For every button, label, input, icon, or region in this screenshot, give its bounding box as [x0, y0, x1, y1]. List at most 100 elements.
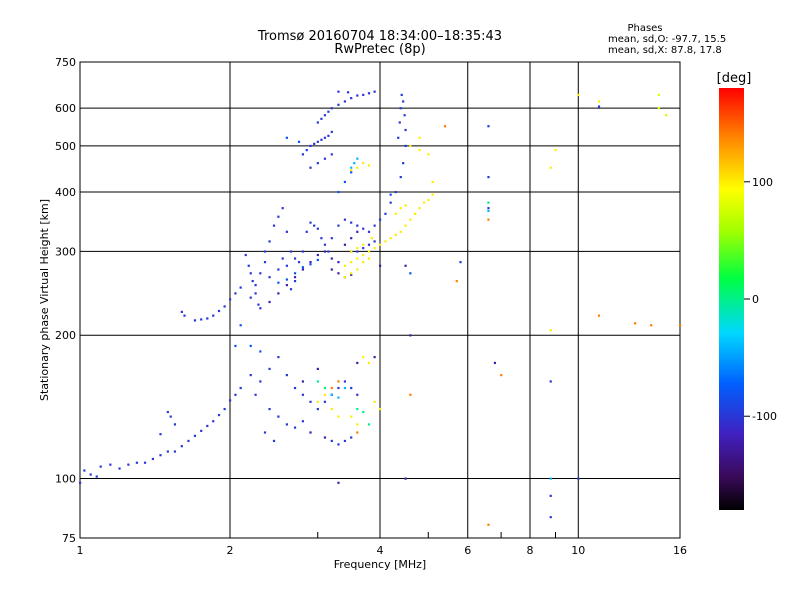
- data-point: [337, 103, 340, 106]
- data-point: [337, 272, 340, 275]
- data-point: [289, 250, 293, 253]
- data-point: [455, 280, 458, 283]
- data-point: [389, 237, 392, 240]
- data-point: [394, 212, 397, 215]
- y-tick-label: 300: [55, 245, 76, 258]
- data-point: [193, 319, 197, 322]
- data-point: [173, 450, 177, 453]
- y-tick-label: 100: [55, 473, 76, 486]
- data-point: [254, 292, 257, 295]
- data-point: [418, 148, 421, 152]
- data-point: [313, 224, 316, 227]
- data-point: [343, 264, 347, 267]
- data-point: [263, 261, 267, 264]
- data-point: [95, 475, 98, 478]
- data-point: [293, 280, 297, 283]
- data-point: [356, 224, 359, 227]
- data-point: [217, 413, 221, 417]
- data-point: [234, 344, 237, 348]
- data-point: [389, 193, 392, 196]
- data-point: [277, 356, 280, 359]
- data-point: [384, 212, 387, 215]
- data-point: [370, 237, 373, 240]
- data-point: [431, 193, 434, 196]
- data-point: [597, 105, 601, 108]
- data-point: [323, 114, 327, 117]
- data-point: [281, 257, 284, 260]
- data-point: [249, 344, 252, 348]
- data-point: [402, 162, 405, 165]
- data-point: [320, 117, 323, 120]
- data-point: [337, 443, 340, 446]
- data-point: [217, 309, 221, 313]
- data-point: [665, 114, 668, 117]
- data-point: [549, 329, 552, 332]
- data-point: [320, 237, 323, 240]
- data-point: [109, 463, 112, 466]
- data-point: [404, 224, 407, 227]
- data-point: [337, 90, 340, 93]
- data-point: [297, 140, 301, 143]
- data-point: [356, 257, 359, 260]
- data-point: [183, 314, 186, 317]
- x-tick-label: 2: [227, 544, 234, 557]
- data-point: [397, 136, 400, 139]
- data-point: [309, 431, 312, 434]
- data-point: [389, 201, 392, 204]
- data-point: [343, 100, 347, 103]
- data-point: [330, 386, 333, 390]
- data-point: [350, 221, 353, 224]
- data-point: [293, 257, 297, 260]
- data-point: [350, 273, 353, 276]
- data-point: [143, 461, 147, 464]
- data-point: [277, 268, 280, 271]
- data-point: [443, 125, 447, 128]
- data-point: [362, 247, 365, 250]
- data-point: [263, 250, 267, 253]
- data-point: [268, 407, 271, 411]
- data-point: [316, 367, 319, 371]
- data-point: [316, 227, 319, 230]
- data-point: [409, 272, 412, 275]
- data-point: [431, 180, 434, 184]
- data-point: [259, 380, 262, 383]
- data-point: [373, 224, 376, 227]
- data-point: [399, 230, 402, 233]
- y-tick-label: 200: [55, 329, 76, 342]
- data-point: [362, 162, 365, 165]
- data-point: [356, 94, 359, 97]
- data-point: [330, 268, 333, 271]
- colorbar: [719, 88, 744, 510]
- data-point: [337, 224, 340, 227]
- data-point: [323, 436, 327, 439]
- y-tick-label: 400: [55, 186, 76, 199]
- data-point: [285, 374, 288, 377]
- data-point: [330, 439, 333, 443]
- data-point: [268, 300, 271, 304]
- data-point: [657, 107, 660, 110]
- data-point: [367, 361, 371, 365]
- data-point: [373, 240, 376, 243]
- data-point: [254, 284, 257, 287]
- data-point: [487, 209, 490, 213]
- data-point: [268, 276, 271, 279]
- data-point: [373, 400, 376, 403]
- data-point: [337, 396, 340, 399]
- data-point: [350, 97, 353, 100]
- data-point: [350, 386, 353, 390]
- data-point: [193, 434, 197, 437]
- data-point: [362, 253, 365, 257]
- data-point: [268, 367, 271, 371]
- data-point: [384, 240, 387, 243]
- data-point: [239, 286, 242, 289]
- data-point: [577, 93, 580, 96]
- x-tick-label: 10: [571, 544, 585, 557]
- data-point: [316, 253, 319, 257]
- data-point: [89, 473, 92, 476]
- data-point: [79, 481, 82, 484]
- data-point: [404, 204, 407, 207]
- colorbar-ticks: 100 0 -100: [744, 176, 777, 423]
- data-point: [367, 230, 371, 233]
- data-point: [487, 523, 490, 526]
